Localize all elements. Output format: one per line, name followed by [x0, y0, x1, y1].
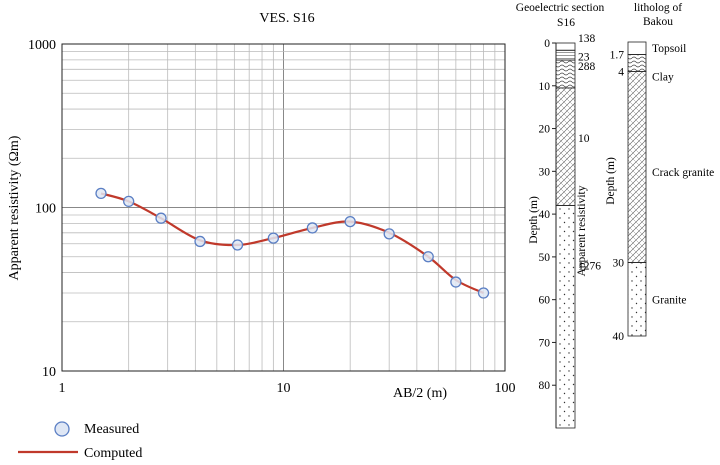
measured-point — [306, 222, 319, 234]
x-tick-label: 1 — [59, 381, 66, 396]
chart-grid — [62, 44, 505, 371]
geo-layer — [555, 49, 576, 61]
legend: Measured Computed — [18, 421, 142, 461]
geo-layer — [555, 87, 576, 206]
geo-title: Geoelectric section — [516, 2, 605, 14]
litho-layer — [627, 262, 647, 337]
geo-tick-label: 60 — [539, 295, 551, 307]
measured-point — [123, 195, 135, 208]
measured-series — [95, 187, 490, 299]
geo-tick-label: 50 — [539, 252, 551, 264]
measured-point — [155, 212, 167, 224]
geo-column — [555, 42, 576, 429]
geo-resistivity-label: 138 — [578, 33, 596, 45]
litho-depth-label: Depth (m) — [605, 157, 617, 205]
x-axis-label: AB/2 (m) — [393, 386, 447, 401]
litholog: litholog of Bakou Depth (m) Topsoil 1.7 Cl… — [605, 2, 714, 343]
legend-measured-marker — [54, 421, 70, 437]
legend-measured-label: Measured — [84, 422, 139, 437]
legend-computed-label: Computed — [84, 446, 142, 461]
litho-depth-label-value: 1.7 — [610, 49, 625, 61]
litho-layer — [627, 54, 647, 72]
measured-point — [477, 287, 490, 299]
geo-resistivity-label: 10 — [578, 133, 590, 145]
litho-layer-label: Crack granite — [652, 167, 714, 179]
geoelectric-section: Geoelectric section S16 0 10 20 30 40 50 60 70 8… — [516, 2, 605, 429]
geo-resistivity-label: 23 — [578, 51, 590, 63]
geo-subtitle: S16 — [557, 17, 575, 29]
geo-tick-label: 80 — [539, 380, 551, 392]
geo-resistivity-label: 288 — [578, 61, 596, 73]
y-axis-label: Apparent resistivity (Ωm) — [7, 135, 22, 280]
measured-point — [422, 251, 434, 263]
litho-title: litholog of — [634, 2, 682, 14]
geo-layer — [555, 42, 576, 51]
y-tick-label: 100 — [35, 202, 56, 217]
litho-layer-label: Granite — [652, 294, 686, 306]
geo-resistivity-label: 1276 — [578, 261, 601, 273]
x-tick-label: 100 — [495, 381, 516, 396]
measured-point — [344, 215, 356, 228]
litho-depth-label-value: 30 — [613, 258, 625, 270]
litho-layer-labels: Topsoil 1.7 Clay 4 Crack granite 30 Granite 40 — [610, 43, 715, 343]
litho-subtitle: Bakou — [643, 16, 673, 28]
geo-tick-label: 70 — [539, 337, 551, 349]
litho-depth-label-value: 4 — [618, 66, 624, 78]
litho-column — [627, 41, 647, 337]
geo-layer — [555, 205, 576, 429]
x-tick-label: 10 — [277, 381, 291, 396]
litho-layer — [627, 71, 647, 263]
geo-layer — [555, 59, 576, 89]
litho-layer-label: Clay — [652, 71, 674, 83]
geo-tick-label: 10 — [539, 81, 551, 93]
chart-title: VES. S16 — [259, 11, 314, 26]
y-tick-label: 1000 — [28, 38, 56, 53]
computed-series-line — [100, 192, 484, 294]
measured-point — [95, 187, 107, 200]
geo-depth-axis: 0 10 20 30 40 50 60 70 80 — [539, 38, 557, 428]
litho-depth-label-value: 40 — [613, 331, 625, 343]
litho-layer — [627, 41, 647, 55]
litho-layer-label: Topsoil — [652, 43, 686, 55]
geo-tick-label: 20 — [539, 124, 551, 136]
geo-tick-label: 30 — [539, 166, 551, 178]
geo-column-label: Apparent resistivity — [576, 185, 588, 276]
geo-tick-label: 40 — [539, 209, 551, 221]
measured-point — [267, 232, 280, 244]
measured-point — [231, 239, 244, 251]
measured-point — [383, 228, 395, 240]
geo-depth-label: Depth (m) — [528, 196, 540, 244]
measured-point — [194, 235, 206, 248]
plot-frame — [61, 43, 506, 372]
measured-point — [450, 276, 462, 288]
geo-tick-label: 0 — [544, 38, 550, 50]
y-tick-label: 10 — [42, 365, 56, 380]
